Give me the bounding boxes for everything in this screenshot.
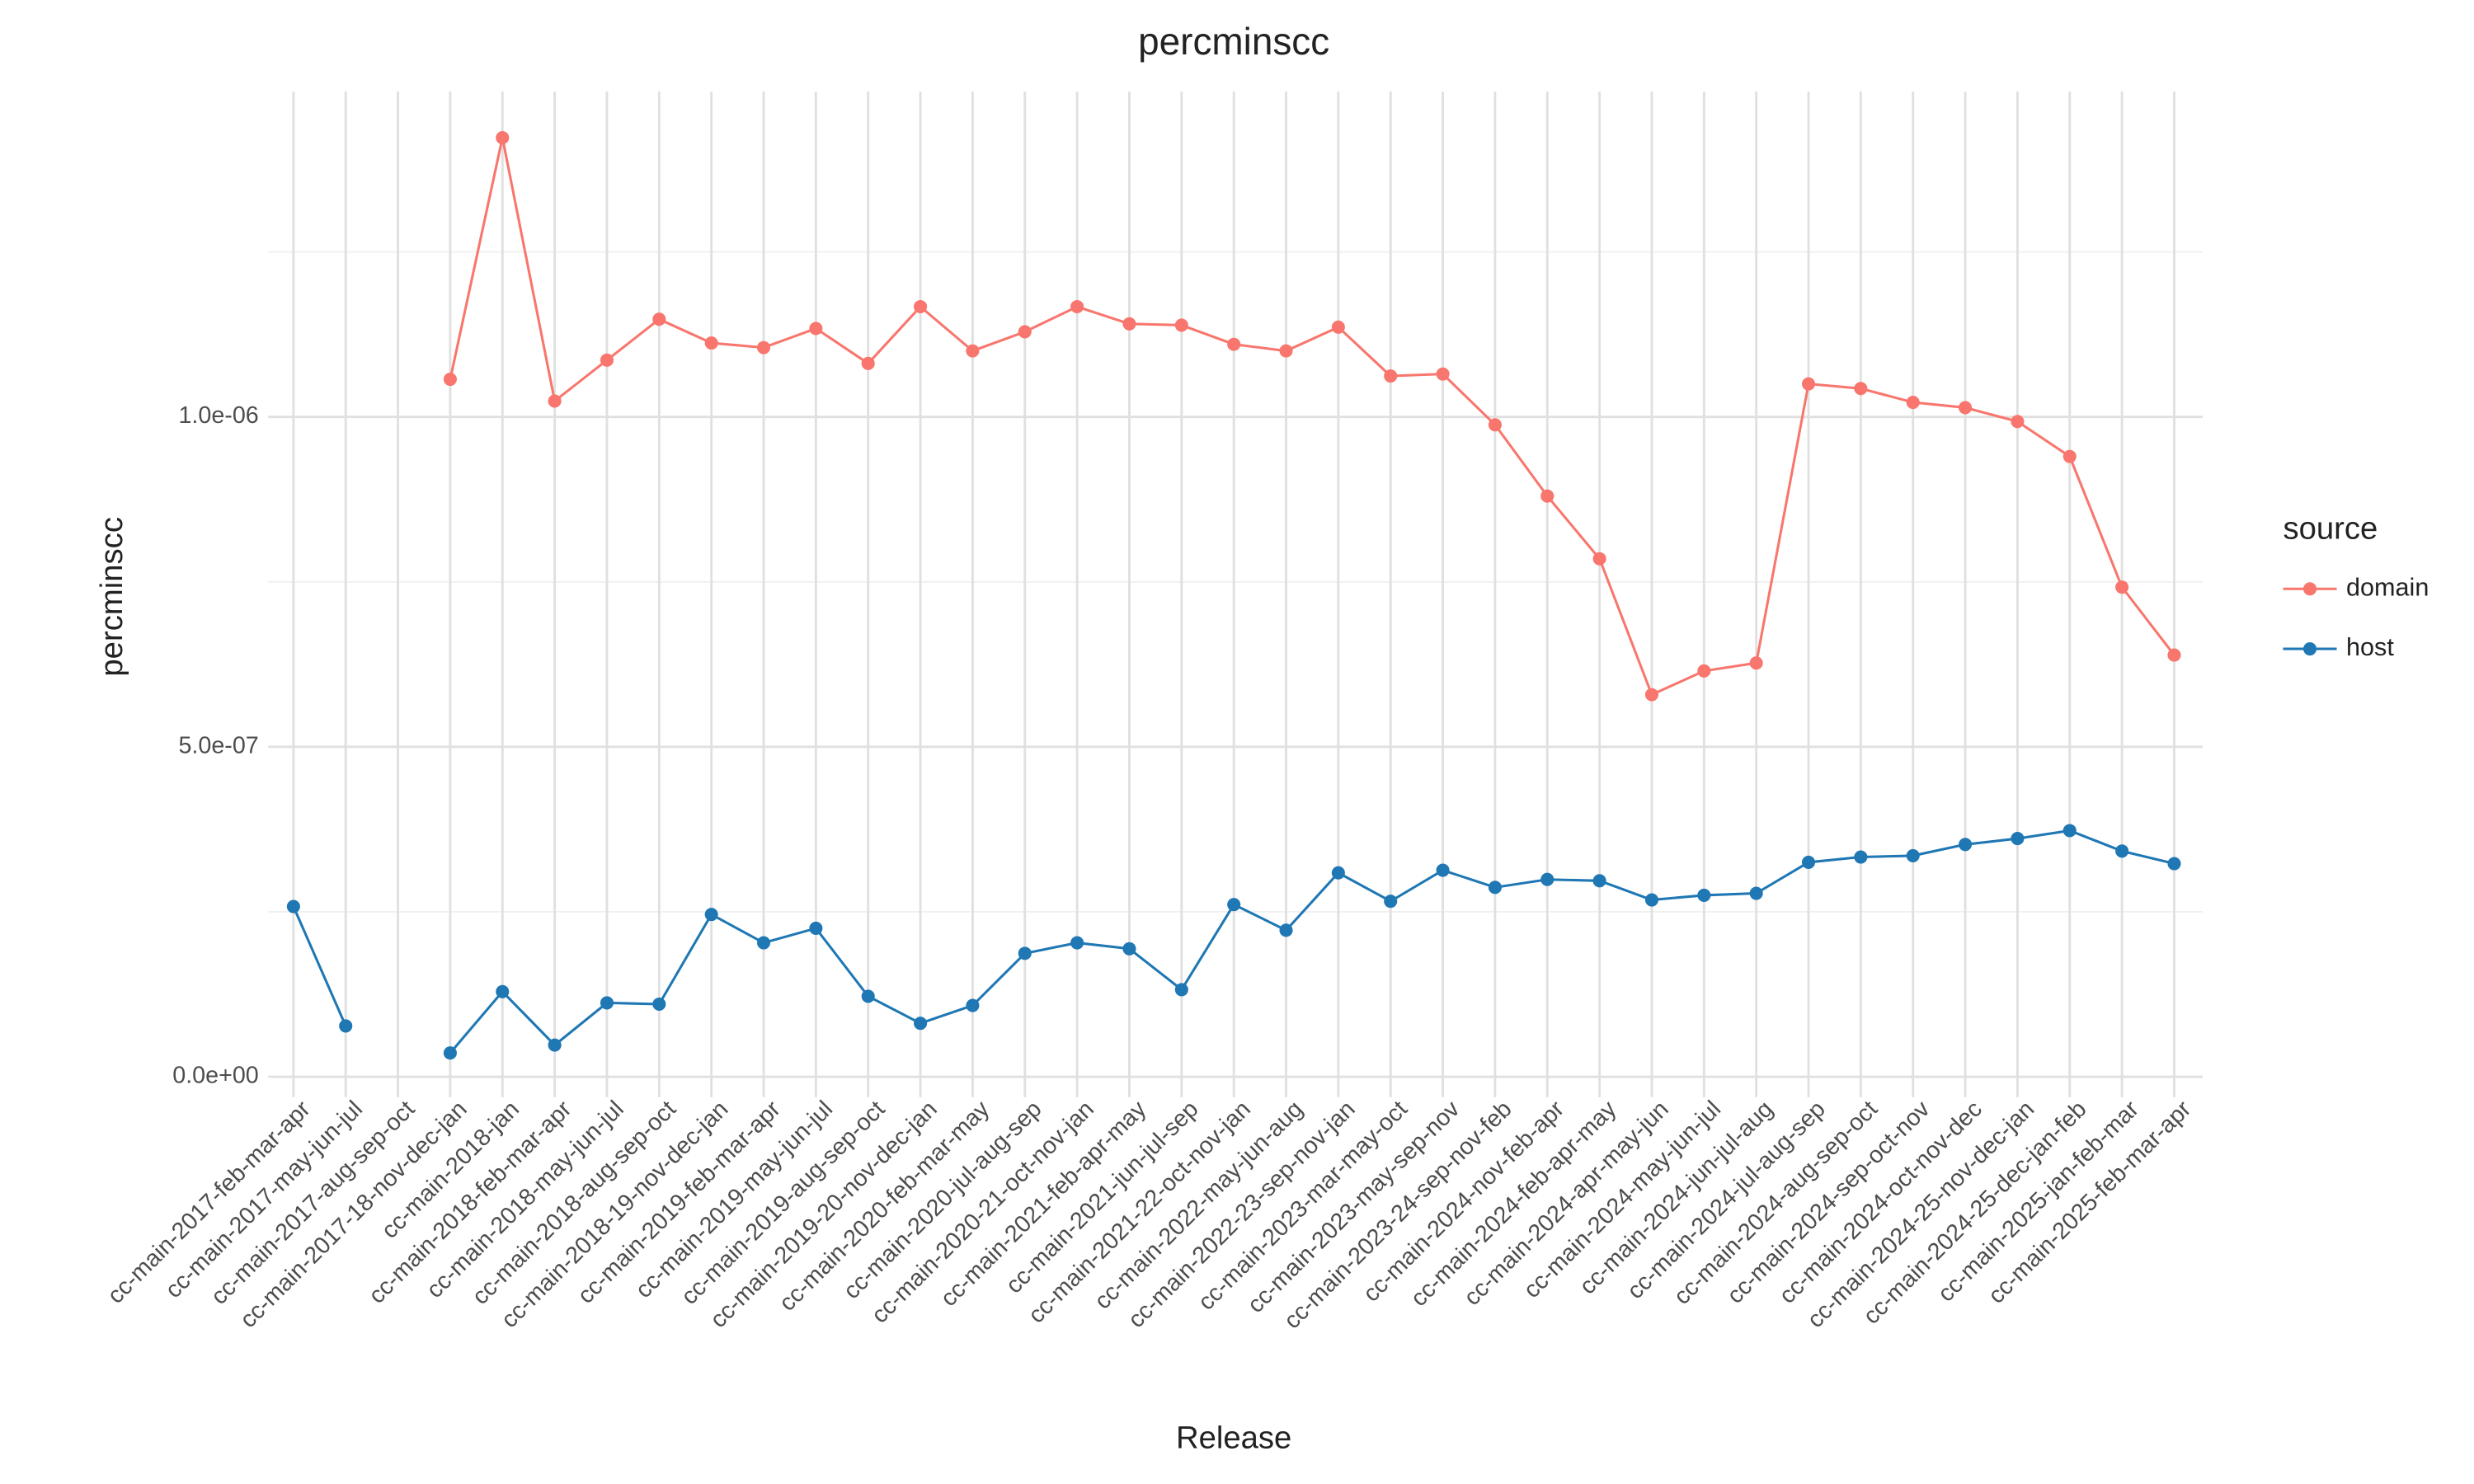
data-point bbox=[1644, 893, 1659, 907]
data-point bbox=[339, 1019, 353, 1033]
data-point bbox=[1697, 664, 1711, 678]
data-point bbox=[1801, 855, 1816, 869]
data-point bbox=[2062, 449, 2077, 463]
y-axis-title: percminscc bbox=[94, 517, 129, 677]
data-point bbox=[1436, 367, 1450, 381]
data-point bbox=[2062, 824, 2077, 838]
data-point bbox=[1959, 401, 1973, 415]
data-point bbox=[1070, 936, 1084, 950]
data-point bbox=[756, 936, 771, 950]
data-point bbox=[1227, 898, 1241, 912]
data-point bbox=[286, 899, 300, 913]
data-point bbox=[1854, 850, 1868, 864]
data-point bbox=[2167, 857, 2181, 871]
data-point bbox=[2115, 580, 2129, 594]
data-point bbox=[1644, 688, 1659, 702]
data-point bbox=[966, 344, 980, 358]
data-point bbox=[652, 312, 666, 326]
data-point bbox=[1801, 377, 1816, 391]
data-point bbox=[1749, 886, 1763, 900]
data-point bbox=[1331, 866, 1345, 880]
data-point bbox=[1697, 888, 1711, 902]
data-point bbox=[1279, 923, 1293, 937]
data-point bbox=[2167, 648, 2181, 662]
data-point bbox=[1592, 874, 1606, 888]
data-point bbox=[1488, 418, 1502, 432]
data-point bbox=[600, 353, 614, 367]
data-point bbox=[1540, 489, 1554, 503]
data-point bbox=[704, 336, 718, 350]
data-point bbox=[443, 372, 457, 387]
y-tick-label: 5.0e-07 bbox=[178, 732, 258, 758]
data-point bbox=[1227, 337, 1241, 351]
data-point bbox=[2011, 415, 2025, 429]
data-point bbox=[1384, 895, 1398, 909]
data-point bbox=[1906, 848, 1920, 862]
data-point bbox=[756, 340, 771, 355]
data-point bbox=[1174, 318, 1188, 332]
x-axis-title: Release bbox=[1176, 1420, 1291, 1455]
legend-title: source bbox=[2283, 511, 2378, 547]
data-point bbox=[809, 921, 823, 935]
data-point bbox=[443, 1046, 457, 1060]
series-line bbox=[292, 829, 2175, 1054]
data-point bbox=[1906, 396, 1920, 410]
data-point bbox=[1436, 863, 1450, 877]
series-line bbox=[449, 137, 2175, 697]
data-point bbox=[966, 998, 980, 1012]
data-point bbox=[1070, 299, 1084, 314]
data-point bbox=[548, 394, 562, 408]
data-point bbox=[496, 984, 510, 998]
data-point bbox=[1018, 946, 1032, 960]
data-point bbox=[548, 1038, 562, 1052]
chart-title: percminscc bbox=[1138, 20, 1329, 63]
data-point bbox=[652, 997, 666, 1012]
data-point bbox=[1018, 325, 1032, 339]
data-point bbox=[1854, 382, 1868, 396]
data-point bbox=[2115, 844, 2129, 858]
data-point bbox=[496, 131, 510, 145]
data-point bbox=[1331, 320, 1345, 334]
data-point bbox=[914, 1017, 928, 1031]
data-point bbox=[861, 356, 875, 370]
data-point bbox=[1592, 552, 1606, 566]
legend-label: domain bbox=[2346, 573, 2429, 601]
data-point bbox=[1749, 656, 1763, 670]
data-point bbox=[1540, 872, 1554, 886]
data-point bbox=[1122, 942, 1136, 956]
data-point bbox=[861, 989, 875, 1003]
data-point bbox=[1122, 317, 1136, 331]
data-point bbox=[914, 299, 928, 314]
legend-key-point bbox=[2302, 641, 2317, 656]
data-point bbox=[704, 908, 718, 922]
legend-key-point bbox=[2302, 582, 2317, 596]
data-point bbox=[1384, 369, 1398, 383]
data-point bbox=[1488, 881, 1502, 895]
data-point bbox=[809, 322, 823, 336]
data-point bbox=[1959, 838, 1973, 852]
data-point bbox=[2011, 832, 2025, 846]
y-tick-label: 1.0e-06 bbox=[178, 402, 258, 429]
data-point bbox=[1174, 983, 1188, 997]
data-point bbox=[1279, 344, 1293, 358]
legend-label: host bbox=[2346, 633, 2394, 661]
y-tick-label: 0.0e+00 bbox=[172, 1063, 259, 1089]
data-point bbox=[600, 996, 614, 1010]
